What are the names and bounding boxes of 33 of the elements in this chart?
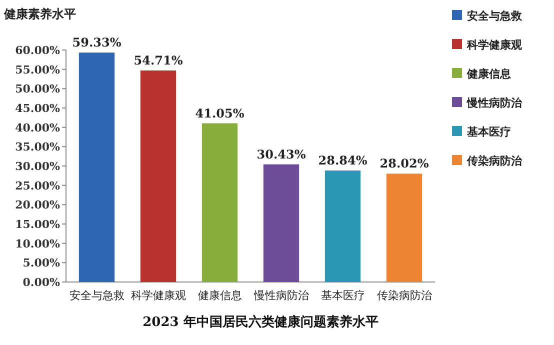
legend-label: 科学健康观 [466,38,523,52]
data-label: 54.71% [134,53,184,68]
y-tick-label: 20.00% [15,198,61,212]
y-tick-label: 60.00% [15,44,61,57]
x-tick-label: 传染病防治 [376,289,432,302]
legend-label: 健康信息 [466,68,512,80]
x-tick-label: 基本医疗 [320,289,365,302]
y-tick-label: 40.00% [15,121,61,134]
y-tick-label: 55.00% [15,63,61,76]
y-tick-label: 0.00% [22,276,61,289]
y-tick-label: 50.00% [15,82,61,96]
y-tick-label: 5.00% [22,256,61,270]
data-label: 30.43% [256,147,306,162]
y-tick-label: 35.00% [15,140,61,154]
x-tick-label: 安全与急救 [69,289,124,302]
legend-label: 慢性病防治 [466,96,523,110]
legend-label: 传染病防治 [466,154,523,168]
y-tick-label: 15.00% [15,218,61,231]
y-tick-label: 10.00% [15,237,61,250]
data-label: 28.02% [380,156,430,171]
x-tick-label: 科学健康观 [130,289,186,302]
y-axis-title: 健康素养水平 [3,7,76,21]
data-label: 28.84% [318,153,368,168]
legend-label: 安全与急救 [467,10,523,22]
legend-label: 基本医疗 [466,126,511,138]
text: 2023 年中国居民六类健康问题素养水平 [142,314,378,330]
x-tick-label: 健康信息 [198,289,242,302]
data-label: 41.05% [195,106,245,120]
y-tick-label: 45.00% [15,102,61,115]
x-tick-label: 慢性病防治 [252,289,309,302]
y-tick-label: 25.00% [15,179,61,192]
y-tick-label: 30.00% [15,160,61,173]
data-label: 59.33% [72,36,122,50]
